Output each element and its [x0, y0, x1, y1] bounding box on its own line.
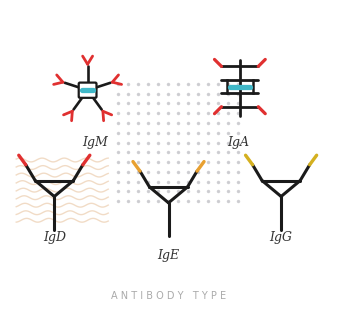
Text: IgM: IgM	[83, 136, 109, 149]
Text: A N T I B O D Y   T Y P E: A N T I B O D Y T Y P E	[111, 292, 226, 301]
Text: IgA: IgA	[227, 136, 249, 149]
Text: IgD: IgD	[43, 231, 66, 244]
Text: IgG: IgG	[270, 231, 293, 244]
Text: IgE: IgE	[157, 249, 180, 262]
FancyBboxPatch shape	[79, 83, 96, 98]
